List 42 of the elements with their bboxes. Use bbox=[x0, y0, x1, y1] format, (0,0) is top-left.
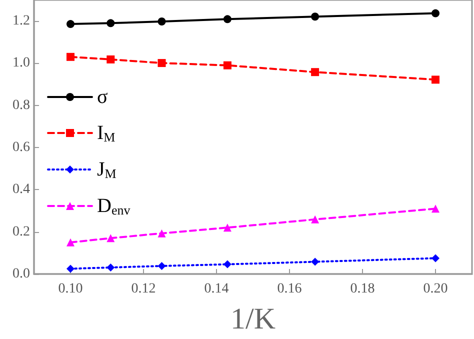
point bbox=[66, 264, 74, 273]
x-tick-label: 0.18 bbox=[350, 282, 375, 296]
point bbox=[158, 59, 166, 68]
point bbox=[223, 15, 232, 24]
y-tick-label: 0.6 bbox=[12, 140, 30, 156]
legend-label: JM bbox=[97, 158, 117, 181]
point bbox=[158, 229, 166, 238]
point bbox=[223, 260, 232, 268]
point bbox=[106, 234, 115, 242]
x-tick-label: 0.20 bbox=[423, 282, 448, 296]
x-axis-title: 1/K bbox=[230, 302, 276, 336]
x-tick-label: 0.10 bbox=[58, 282, 83, 296]
point bbox=[432, 76, 440, 84]
x-tick-label: 0.12 bbox=[131, 282, 156, 296]
legend-label: IM bbox=[97, 122, 116, 144]
y-tick-label: 0.0 bbox=[12, 266, 30, 282]
point bbox=[223, 61, 232, 70]
point bbox=[432, 204, 440, 213]
point bbox=[311, 68, 320, 76]
point bbox=[158, 262, 166, 270]
y-tick-label: 1.2 bbox=[12, 14, 30, 29]
point bbox=[106, 19, 115, 28]
legend-label: Denv bbox=[97, 195, 131, 218]
point bbox=[311, 215, 320, 224]
point bbox=[432, 254, 440, 262]
point bbox=[223, 224, 232, 232]
point bbox=[311, 258, 320, 266]
point bbox=[66, 52, 74, 61]
point bbox=[432, 9, 440, 18]
point bbox=[66, 238, 74, 246]
point bbox=[66, 20, 74, 28]
point bbox=[106, 55, 115, 64]
point bbox=[106, 263, 115, 272]
y-tick-label: 0.2 bbox=[12, 224, 30, 240]
y-tick-label: 0.4 bbox=[12, 182, 30, 198]
x-tick-label: 0.16 bbox=[277, 282, 302, 296]
x-tick-label: 0.14 bbox=[204, 282, 229, 296]
point bbox=[158, 18, 166, 26]
legend-label: σ bbox=[97, 86, 108, 108]
y-tick-label: 1.0 bbox=[12, 56, 30, 71]
point bbox=[311, 12, 320, 21]
y-tick-label: 0.8 bbox=[12, 98, 30, 113]
